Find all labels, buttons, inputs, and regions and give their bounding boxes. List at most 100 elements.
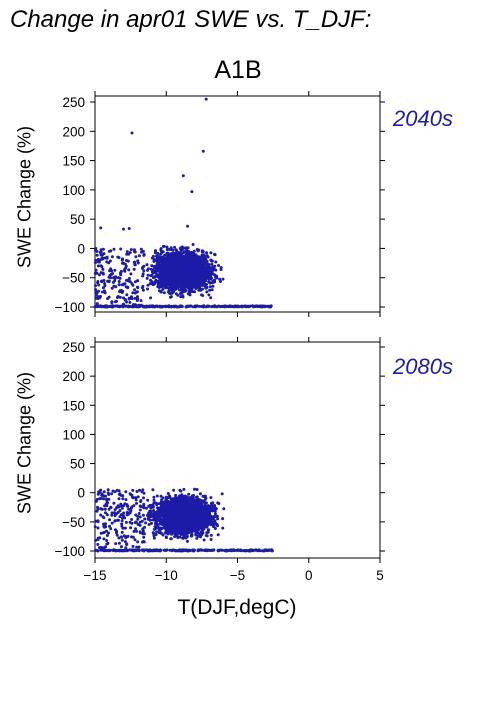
data-point — [110, 286, 114, 290]
data-point — [198, 288, 202, 291]
data-point — [136, 286, 140, 290]
data-point — [176, 286, 180, 290]
data-point — [184, 280, 188, 284]
data-point — [103, 282, 107, 285]
data-point — [174, 269, 178, 273]
data-point — [209, 296, 213, 300]
data-point — [131, 283, 135, 287]
x-tick-label: −5 — [230, 568, 245, 583]
data-point — [202, 495, 206, 498]
data-point — [135, 299, 139, 302]
data-point — [183, 250, 186, 254]
data-point — [204, 278, 207, 282]
data-point — [159, 273, 163, 277]
data-point — [197, 268, 201, 272]
data-point — [199, 256, 203, 260]
data-point — [152, 498, 156, 502]
y-tick-label: 0 — [77, 486, 85, 501]
data-point — [191, 256, 195, 260]
data-point — [163, 267, 166, 271]
data-point — [168, 269, 172, 273]
data-point — [133, 260, 137, 264]
data-point — [211, 517, 215, 521]
data-point — [213, 252, 216, 256]
y-tick-label: 150 — [62, 398, 85, 413]
data-point — [94, 261, 97, 265]
data-point — [174, 248, 178, 252]
data-point — [210, 305, 214, 309]
data-point — [172, 258, 176, 262]
data-point — [195, 304, 199, 308]
data-point — [205, 285, 209, 289]
data-point — [196, 259, 200, 263]
data-point — [99, 264, 103, 268]
data-point — [163, 281, 167, 285]
data-point — [94, 268, 98, 272]
data-point — [103, 256, 107, 260]
data-point — [193, 487, 196, 491]
data-point — [198, 492, 202, 496]
data-point — [167, 262, 171, 266]
data-point — [208, 281, 212, 285]
data-point — [151, 283, 155, 286]
data-point — [159, 247, 163, 251]
data-point — [204, 305, 207, 309]
data-point — [184, 535, 188, 539]
data-point — [159, 290, 163, 294]
data-point — [193, 265, 197, 269]
data-point — [136, 261, 140, 265]
data-point — [170, 288, 174, 292]
data-point — [182, 487, 186, 491]
data-point — [182, 283, 186, 287]
data-point — [209, 533, 213, 537]
y-tick-label: −50 — [62, 271, 85, 286]
y-tick-label: 250 — [62, 340, 85, 355]
scatter-points — [93, 97, 273, 309]
data-point — [174, 292, 178, 296]
y-tick-label: 100 — [62, 183, 85, 198]
data-point — [173, 266, 176, 270]
data-point — [208, 285, 212, 289]
data-point — [141, 249, 145, 253]
data-point — [144, 305, 148, 309]
data-point — [99, 226, 103, 230]
data-point — [153, 251, 157, 254]
data-point — [214, 274, 218, 278]
data-point — [115, 304, 119, 308]
data-point — [197, 263, 201, 267]
y-tick-label: 0 — [77, 241, 85, 256]
data-point — [171, 251, 175, 255]
data-point — [114, 285, 118, 289]
data-point — [153, 501, 157, 505]
data-point — [265, 304, 269, 308]
data-point — [118, 276, 122, 280]
data-point — [182, 246, 186, 250]
data-point — [125, 278, 128, 282]
data-point — [211, 266, 215, 270]
data-point — [211, 509, 215, 513]
data-point — [95, 253, 99, 257]
data-point — [231, 305, 234, 308]
data-point — [110, 300, 114, 304]
data-point — [101, 271, 105, 275]
y-tick-label: −50 — [62, 515, 85, 530]
data-point — [201, 287, 204, 291]
data-point — [190, 253, 194, 257]
data-point — [241, 305, 244, 309]
data-point — [141, 288, 145, 292]
data-point — [155, 280, 159, 284]
data-point — [111, 272, 114, 275]
data-point — [181, 272, 185, 276]
data-point — [221, 526, 225, 530]
data-point — [94, 305, 98, 309]
data-point — [174, 304, 178, 308]
y-tick-label: 250 — [62, 95, 85, 110]
data-point — [220, 492, 224, 496]
data-point — [161, 287, 165, 291]
data-point — [166, 272, 170, 276]
data-point — [165, 248, 169, 252]
data-point — [164, 305, 168, 309]
y-tick-label: 50 — [70, 457, 85, 472]
data-point — [97, 260, 101, 264]
